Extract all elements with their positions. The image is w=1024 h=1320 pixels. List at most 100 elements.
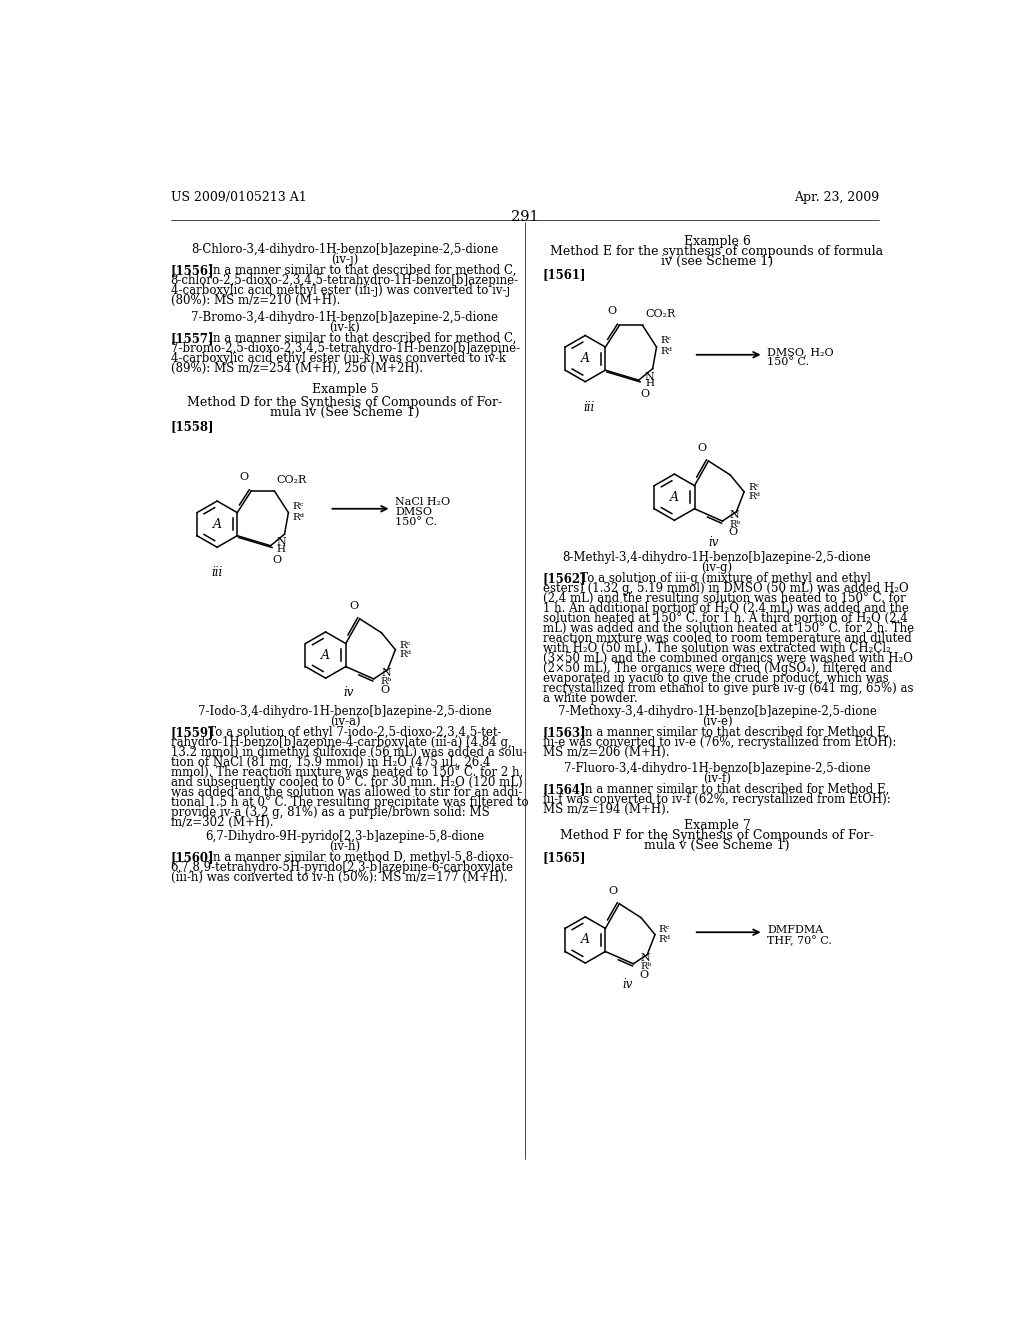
Text: O: O [640,389,649,400]
Text: 4-carboxylic acid methyl ester (iii-j) was converted to iv-j: 4-carboxylic acid methyl ester (iii-j) w… [171,284,510,297]
Text: solution heated at 150° C. for 1 h. A third portion of H₂O (2.4: solution heated at 150° C. for 1 h. A th… [543,612,907,624]
Text: Rᶜ: Rᶜ [660,337,672,346]
Text: iv: iv [623,978,633,991]
Text: CO₂R: CO₂R [276,475,307,484]
Text: 1 h. An additional portion of H₂O (2.4 mL) was added and the: 1 h. An additional portion of H₂O (2.4 m… [543,602,908,615]
Text: Method E for the synthesis of compounds of formula: Method E for the synthesis of compounds … [551,246,884,259]
Text: [1560]: [1560] [171,850,214,863]
Text: (89%): MS m/z=254 (M+H), 256 (M+2H).: (89%): MS m/z=254 (M+H), 256 (M+2H). [171,362,423,375]
Text: O: O [272,554,282,565]
Text: 7-Fluoro-3,4-dihydro-1H-benzo[b]azepine-2,5-dione: 7-Fluoro-3,4-dihydro-1H-benzo[b]azepine-… [563,762,870,775]
Text: 150° C.: 150° C. [767,358,809,367]
Text: (iv-h): (iv-h) [330,840,360,853]
Text: Rᵈ: Rᵈ [399,649,412,659]
Text: 6,7,8,9-tetrahydro-5H-pyrido[2,3-b]azepine-6-carboxylate: 6,7,8,9-tetrahydro-5H-pyrido[2,3-b]azepi… [171,861,514,874]
Text: mula iv (See Scheme 1): mula iv (See Scheme 1) [270,405,420,418]
Text: Example 5: Example 5 [311,383,379,396]
Text: Example 6: Example 6 [684,235,751,248]
Text: THF, 70° C.: THF, 70° C. [767,936,833,946]
Text: O: O [608,886,617,896]
Text: (iv-g): (iv-g) [701,561,732,574]
Text: A: A [670,491,679,504]
Text: In a manner similar to method D, methyl-5,8-dioxo-: In a manner similar to method D, methyl-… [197,850,513,863]
Text: 13.2 mmol) in dimethyl sulfoxide (56 mL) was added a solu-: 13.2 mmol) in dimethyl sulfoxide (56 mL)… [171,746,526,759]
Text: A: A [213,517,221,531]
Text: 8-chloro-2,5-dioxo-2,3,4,5-tetrahydro-1H-benzo[b]azepine-: 8-chloro-2,5-dioxo-2,3,4,5-tetrahydro-1H… [171,275,519,286]
Text: iii: iii [584,401,595,414]
Text: [1563]: [1563] [543,726,587,739]
Text: iv (see Scheme 1): iv (see Scheme 1) [660,256,773,268]
Text: DMFDMA: DMFDMA [767,925,823,936]
Text: [1565]: [1565] [543,851,586,865]
Text: (3×50 mL) and the combined organics were washed with H₂O: (3×50 mL) and the combined organics were… [543,652,912,665]
Text: rahydro-1H-benzo[b]azepine-4-carboxylate (iii-a) (4.84 g,: rahydro-1H-benzo[b]azepine-4-carboxylate… [171,737,511,748]
Text: MS m/z=206 (M+H).: MS m/z=206 (M+H). [543,746,669,759]
Text: [1564]: [1564] [543,783,586,796]
Text: [1561]: [1561] [543,268,586,281]
Text: iii-e was converted to iv-e (76%, recrystallized from EtOH):: iii-e was converted to iv-e (76%, recrys… [543,737,896,748]
Text: 7-bromo-2,5-dioxo-2,3,4,5-tetrahydro-1H-benzo[b]azepine-: 7-bromo-2,5-dioxo-2,3,4,5-tetrahydro-1H-… [171,342,520,355]
Text: Rᵇ: Rᵇ [729,520,740,528]
Text: 150° C.: 150° C. [395,517,437,527]
Text: Method F for the Synthesis of Compounds of For-: Method F for the Synthesis of Compounds … [560,829,873,842]
Text: DMSO: DMSO [395,507,432,517]
Text: 7-Methoxy-3,4-dihydro-1H-benzo[b]azepine-2,5-dione: 7-Methoxy-3,4-dihydro-1H-benzo[b]azepine… [557,705,877,718]
Text: H: H [276,545,286,554]
Text: (iv-j): (iv-j) [332,253,358,267]
Text: Rᵈ: Rᵈ [658,935,671,944]
Text: and subsequently cooled to 0° C. for 30 min. H₂O (120 mL): and subsequently cooled to 0° C. for 30 … [171,776,522,789]
Text: N: N [641,953,650,964]
Text: Method D for the Synthesis of Compounds of For-: Method D for the Synthesis of Compounds … [187,396,503,409]
Text: DMSO, H₂O: DMSO, H₂O [767,347,834,356]
Text: esters) (1.32 g, 5.19 mmol) in DMSO (50 mL) was added H₂O: esters) (1.32 g, 5.19 mmol) in DMSO (50 … [543,582,908,595]
Text: NaCl H₂O: NaCl H₂O [395,498,451,507]
Text: N: N [730,511,739,520]
Text: (iv-k): (iv-k) [330,321,360,334]
Text: with H₂O (50 mL). The solution was extracted with CH₂Cl₂: with H₂O (50 mL). The solution was extra… [543,642,891,655]
Text: N: N [276,537,287,548]
Text: O: O [380,685,389,696]
Text: [1556]: [1556] [171,264,214,277]
Text: O: O [349,601,358,611]
Text: In a manner similar to that described for method C,: In a manner similar to that described fo… [197,264,516,277]
Text: Example 7: Example 7 [684,818,751,832]
Text: US 2009/0105213 A1: US 2009/0105213 A1 [171,191,306,203]
Text: Rᵈ: Rᵈ [748,492,760,500]
Text: Rᶜ: Rᶜ [658,925,671,935]
Text: evaporated in vacuo to give the crude product, which was: evaporated in vacuo to give the crude pr… [543,672,889,685]
Text: 8-Chloro-3,4-dihydro-1H-benzo[b]azepine-2,5-dione: 8-Chloro-3,4-dihydro-1H-benzo[b]azepine-… [191,243,499,256]
Text: Rᵇ: Rᵇ [640,962,651,972]
Text: iii-f was converted to iv-f (62%, recrystallized from EtOH):: iii-f was converted to iv-f (62%, recrys… [543,793,891,807]
Text: mL) was added and the solution heated at 150° C. for 2 h. The: mL) was added and the solution heated at… [543,622,913,635]
Text: Apr. 23, 2009: Apr. 23, 2009 [794,191,879,203]
Text: O: O [607,306,616,317]
Text: reaction mixture was cooled to room temperature and diluted: reaction mixture was cooled to room temp… [543,632,911,645]
Text: 6,7-Dihydro-9H-pyrido[2,3-b]azepine-5,8-dione: 6,7-Dihydro-9H-pyrido[2,3-b]azepine-5,8-… [206,830,484,843]
Text: (80%): MS m/z=210 (M+H).: (80%): MS m/z=210 (M+H). [171,294,340,308]
Text: [1558]: [1558] [171,420,214,433]
Text: Rᵈ: Rᵈ [292,512,304,521]
Text: iv: iv [344,686,354,698]
Text: (iv-a): (iv-a) [330,715,360,729]
Text: provide iv-a (3.2 g, 81%) as a purple/brown solid: MS: provide iv-a (3.2 g, 81%) as a purple/br… [171,807,489,818]
Text: mmol). The reaction mixture was heated to 150° C. for 2 h,: mmol). The reaction mixture was heated t… [171,766,523,779]
Text: H: H [645,379,654,388]
Text: N: N [645,372,654,381]
Text: m/z=302 (M+H).: m/z=302 (M+H). [171,816,273,829]
Text: A: A [322,648,330,661]
Text: recrystallized from ethanol to give pure iv-g (641 mg, 65%) as: recrystallized from ethanol to give pure… [543,682,913,696]
Text: (iv-e): (iv-e) [701,715,732,729]
Text: mula v (See Scheme 1): mula v (See Scheme 1) [644,840,790,853]
Text: (2.4 mL) and the resulting solution was heated to 150° C. for: (2.4 mL) and the resulting solution was … [543,591,905,605]
Text: 4-carboxylic acid ethyl ester (iii-k) was converted to iv-k: 4-carboxylic acid ethyl ester (iii-k) wa… [171,351,506,364]
Text: In a manner similar to that described for method C,: In a manner similar to that described fo… [197,331,516,345]
Text: To a solution of iii-g (mixture of methyl and ethyl: To a solution of iii-g (mixture of methy… [569,572,871,585]
Text: A: A [581,352,590,366]
Text: was added and the solution was allowed to stir for an addi-: was added and the solution was allowed t… [171,785,522,799]
Text: Rᵈ: Rᵈ [660,347,673,356]
Text: Rᶜ: Rᶜ [399,640,411,649]
Text: A: A [581,933,590,946]
Text: 8-Methyl-3,4-dihydro-1H-benzo[b]azepine-2,5-dione: 8-Methyl-3,4-dihydro-1H-benzo[b]azepine-… [562,552,871,564]
Text: 7-Bromo-3,4-dihydro-1H-benzo[b]azepine-2,5-dione: 7-Bromo-3,4-dihydro-1H-benzo[b]azepine-2… [191,312,499,323]
Text: Rᶜ: Rᶜ [292,502,304,511]
